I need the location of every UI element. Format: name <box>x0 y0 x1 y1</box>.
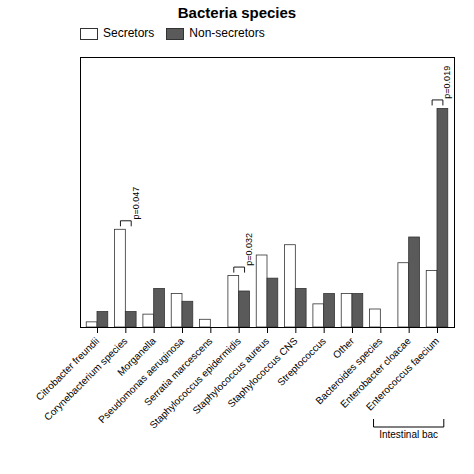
svg-text:Other: Other <box>331 335 357 361</box>
svg-text:Bacteroides species: Bacteroides species <box>313 335 385 407</box>
svg-text:Intestinal bac: Intestinal bac <box>379 429 438 440</box>
svg-text:Staphylococcus aureus: Staphylococcus aureus <box>190 335 272 417</box>
html-text:Secretors: Secretors <box>103 26 155 40</box>
svg-text:p=0.032: p=0.032 <box>244 233 254 266</box>
svg-text:Corynebacterium species: Corynebacterium species <box>42 335 130 423</box>
svg-text:Enterococcus faecium: Enterococcus faecium <box>364 335 441 412</box>
svg-text:Morganella: Morganella <box>115 335 158 378</box>
svg-text:Streptococcus: Streptococcus <box>275 335 328 388</box>
html-text:Non-secretors: Non-secretors <box>189 26 265 40</box>
svg-text:Pseudomonas aeruginosa: Pseudomonas aeruginosa <box>96 335 187 426</box>
svg-text:p=0.047: p=0.047 <box>131 187 141 220</box>
svg-text:Enterobacter cloacae: Enterobacter cloacae <box>338 335 413 410</box>
svg-text:p=0.019: p=0.019 <box>442 66 452 99</box>
svg-text:Staphylococcus CNS: Staphylococcus CNS <box>225 335 300 410</box>
svg-text:Citrobacter freundii: Citrobacter freundii <box>33 335 102 403</box>
svg-text:Staphylococcus epidermidis: Staphylococcus epidermidis <box>147 335 243 431</box>
svg-text:Serratia marcescens: Serratia marcescens <box>141 335 215 408</box>
html-text:Bacteria species: Bacteria species <box>177 4 297 21</box>
